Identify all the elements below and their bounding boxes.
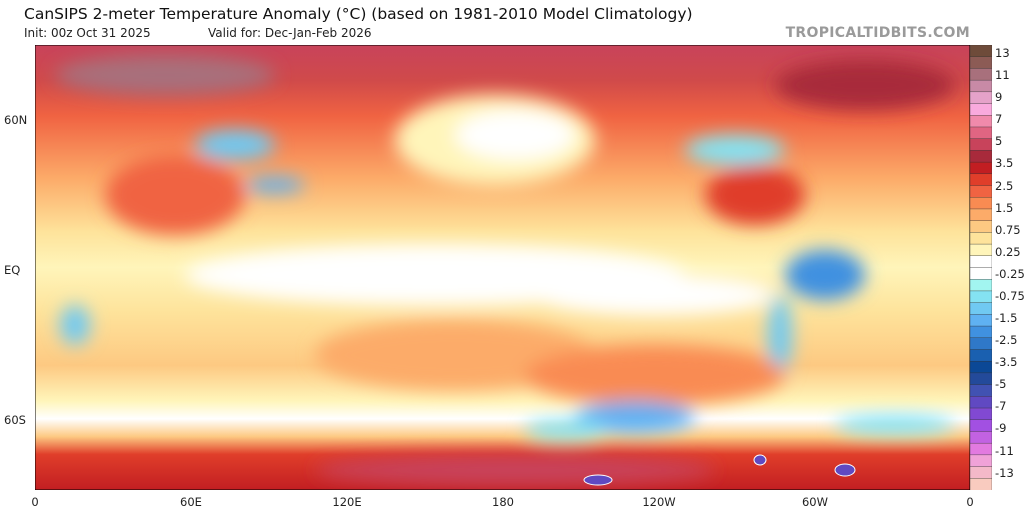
lon-label: 120E xyxy=(332,495,362,509)
colorbar-bin xyxy=(970,45,992,58)
colorbar-bin xyxy=(970,290,992,304)
lon-label: 0 xyxy=(966,495,974,509)
anomaly-blobs xyxy=(55,55,955,485)
lat-label: EQ xyxy=(4,263,21,277)
colorbar-bin xyxy=(970,314,992,327)
brand-watermark: TROPICALTIDBITS.COM xyxy=(785,25,970,41)
colorbar-bin xyxy=(970,478,992,490)
colorbar-bin xyxy=(970,466,992,479)
colorbar-bin xyxy=(970,407,992,421)
colorbar-bin xyxy=(970,161,992,175)
colorbar-bin xyxy=(970,103,992,116)
colorbar-bin xyxy=(970,349,992,362)
colorbar-bin xyxy=(970,56,992,70)
colorbar-bin xyxy=(970,126,992,140)
colorbar-bin xyxy=(970,454,992,468)
colorbar-bin xyxy=(970,150,992,163)
colorbar-label: -3.5 xyxy=(995,355,1018,370)
lon-label: 60E xyxy=(180,495,202,509)
colorbar-bin xyxy=(970,396,992,409)
lon-label: 180 xyxy=(492,495,514,509)
colorbar-label: -0.75 xyxy=(995,288,1024,303)
colorbar-bin xyxy=(970,173,992,187)
colorbar-bin xyxy=(970,384,992,398)
colorbar-label: 1.5 xyxy=(995,200,1014,215)
colorbar-label: 7 xyxy=(995,112,1003,127)
valid-period: Valid for: Dec-Jan-Feb 2026 xyxy=(208,26,372,40)
colorbar-label: 5 xyxy=(995,134,1003,149)
colorbar-bin xyxy=(970,267,992,280)
colorbar-label: 13 xyxy=(995,46,1010,60)
colorbar-bin xyxy=(970,115,992,128)
colorbar-bin xyxy=(970,337,992,351)
temperature-anomaly-map xyxy=(35,45,970,490)
lat-label: 60S xyxy=(4,413,26,427)
colorbar-bin xyxy=(970,185,992,198)
colorbar-label: 0.75 xyxy=(995,222,1021,237)
lon-label: 0 xyxy=(31,495,39,509)
cold-spot xyxy=(753,454,767,466)
colorbar-label: 11 xyxy=(995,68,1010,83)
colorbar-bin xyxy=(970,197,992,210)
colorbar-bin xyxy=(970,431,992,444)
colorbar-bin xyxy=(970,372,992,386)
colorbar-label: -7 xyxy=(995,399,1007,414)
lon-label: 60W xyxy=(801,495,829,509)
colorbar xyxy=(970,45,992,490)
colorbar-label: -0.25 xyxy=(995,266,1024,281)
colorbar-bin xyxy=(970,302,992,316)
colorbar-label: 3.5 xyxy=(995,156,1014,171)
colorbar-bin xyxy=(970,68,992,81)
colorbar-bin xyxy=(970,279,992,292)
colorbar-bin xyxy=(970,232,992,245)
colorbar-label: 0.25 xyxy=(995,244,1021,259)
colorbar-label: 2.5 xyxy=(995,178,1014,193)
colorbar-bin xyxy=(970,208,992,222)
colorbar-label: -1.5 xyxy=(995,311,1018,325)
colorbar-bin xyxy=(970,442,992,456)
colorbar-bin xyxy=(970,325,992,339)
colorbar-label: -13 xyxy=(995,465,1014,480)
colorbar-bin xyxy=(970,91,992,105)
colorbar-label: -2.5 xyxy=(995,333,1018,348)
colorbar-bin xyxy=(970,243,992,257)
lon-label: 120W xyxy=(642,495,676,509)
colorbar-label: 9 xyxy=(995,90,1003,105)
cold-spot xyxy=(834,463,856,477)
cold-spot xyxy=(583,474,613,486)
chart-title: CanSIPS 2-meter Temperature Anomaly (°C)… xyxy=(24,5,693,23)
colorbar-bin xyxy=(970,360,992,374)
colorbar-bin xyxy=(970,255,992,269)
lat-label: 60N xyxy=(4,113,28,127)
colorbar-bin xyxy=(970,138,992,152)
colorbar-label: -5 xyxy=(995,377,1007,392)
colorbar-bin xyxy=(970,79,992,93)
colorbar-bin xyxy=(970,419,992,433)
colorbar-label: -11 xyxy=(995,443,1014,458)
colorbar-bin xyxy=(970,220,992,234)
colorbar-label: -9 xyxy=(995,421,1007,436)
init-time: Init: 00z Oct 31 2025 xyxy=(24,26,151,40)
